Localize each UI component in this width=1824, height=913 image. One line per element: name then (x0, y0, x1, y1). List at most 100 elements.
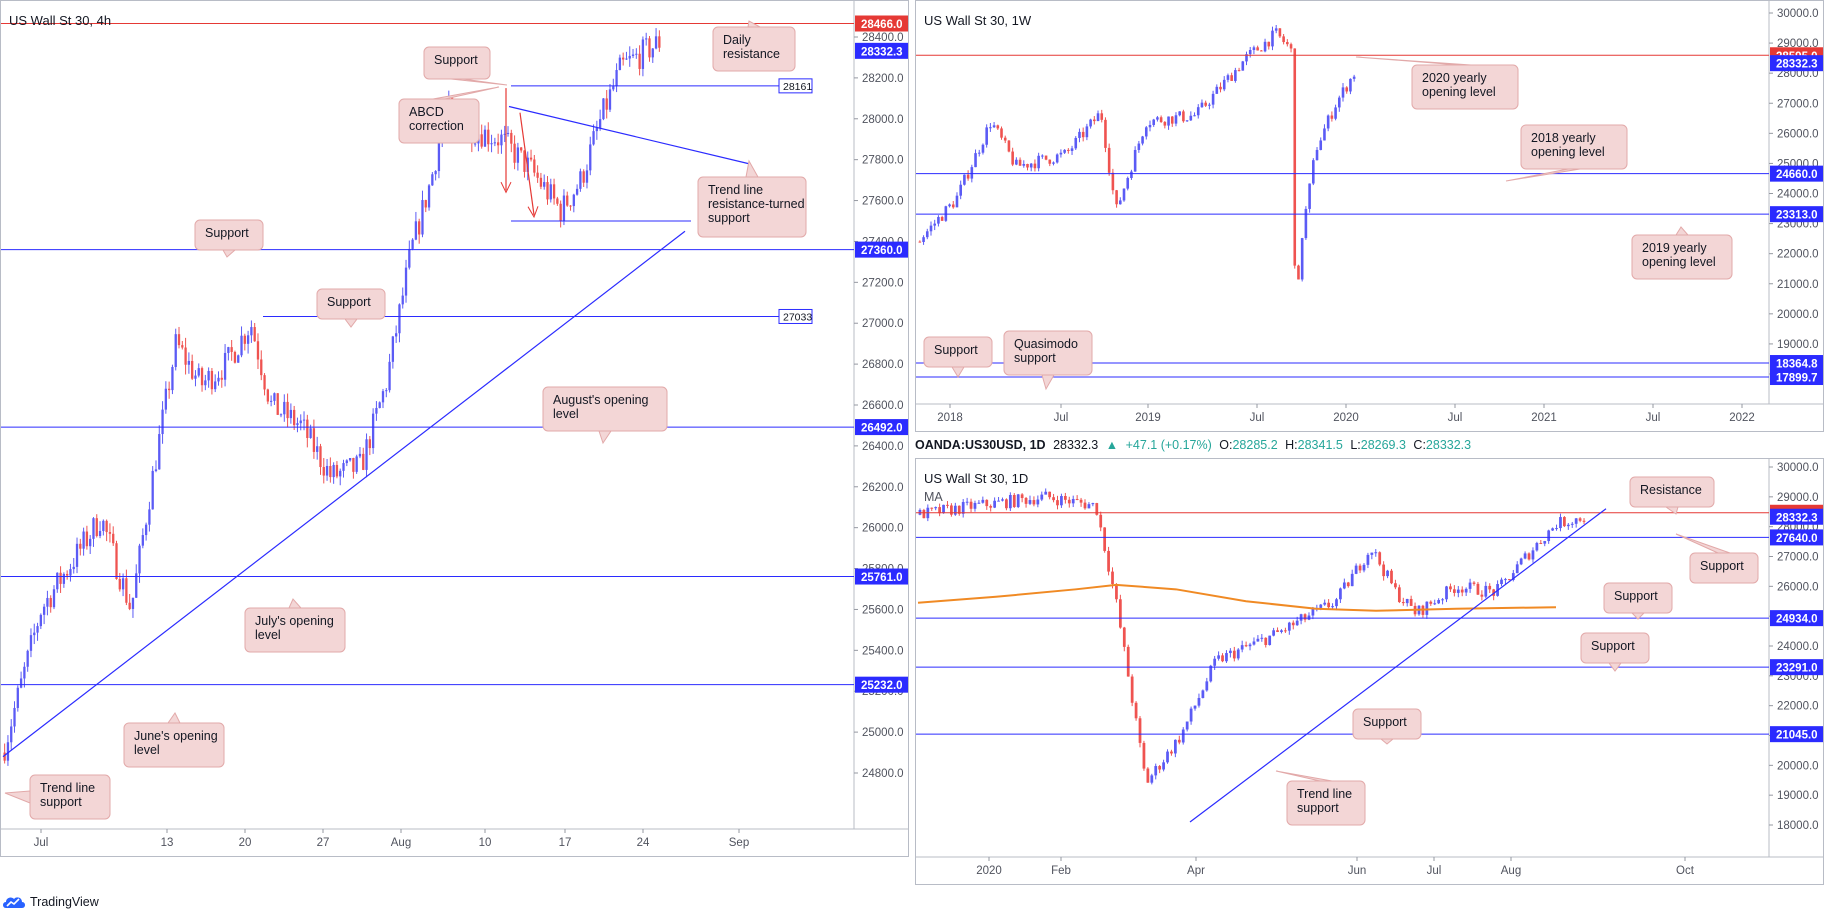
candle-body (362, 453, 365, 470)
cloud-logo-icon (3, 897, 25, 908)
candle-body (1425, 601, 1429, 615)
callout-text: opening level (1531, 145, 1605, 159)
price-tag (855, 15, 908, 32)
candle-body (1032, 500, 1036, 505)
price-tag-label: 24934.0 (1776, 614, 1818, 626)
y-tick-label: 27800.0 (862, 155, 904, 167)
callout-tail (1505, 168, 1581, 182)
candle-body (526, 157, 529, 172)
price-tag (855, 241, 908, 258)
candle-body (543, 182, 546, 187)
chart-daily-panel[interactable]: 18000.019000.020000.021000.022000.023000… (915, 458, 1824, 885)
candle-body (1174, 115, 1178, 124)
y-tick-label: 19000.0 (1777, 790, 1819, 802)
candle-body (1263, 41, 1267, 52)
x-tick-label: 2020 (1333, 412, 1359, 424)
chart-weekly-svg[interactable]: 18000.019000.020000.021000.022000.023000… (916, 1, 1824, 432)
candle-body (118, 579, 121, 590)
candle-body (1445, 586, 1448, 600)
candle-body (1152, 119, 1156, 125)
callout-fill (1354, 710, 1420, 738)
candle-body (981, 499, 985, 503)
candle-body (1284, 630, 1287, 632)
candle-body (421, 200, 424, 235)
candle-body (1268, 635, 1272, 645)
candle-body (1029, 163, 1033, 168)
candle-body (164, 388, 168, 410)
candle-body (1048, 491, 1052, 498)
chart-4h-panel[interactable]: 24800.025000.025200.025400.025600.025800… (0, 0, 909, 857)
candle-body (1291, 622, 1295, 626)
y-tick-label: 26000.0 (1777, 581, 1819, 593)
candle-body (427, 185, 431, 208)
candle-body (1350, 573, 1354, 587)
candle-body (184, 347, 187, 365)
candle-body (500, 134, 503, 146)
candle-body (552, 184, 556, 199)
x-tick-label: 2022 (1729, 412, 1755, 424)
y-tick-label: 28200.0 (862, 73, 904, 85)
candle-body (1240, 645, 1244, 650)
candle-body (605, 98, 608, 110)
callout-support-left: Support (194, 219, 264, 258)
candle-body (1026, 163, 1029, 168)
x-tick-label: Jul (1054, 412, 1069, 424)
candle-body (1515, 564, 1519, 574)
candle-body (977, 152, 981, 154)
candle-body (997, 500, 1000, 502)
candle-body (1170, 751, 1173, 754)
candle-body (1100, 113, 1104, 120)
candle-body (1134, 702, 1138, 719)
chart-title: US Wall St 30, 1D (924, 471, 1028, 486)
candles (3, 28, 661, 766)
callout-tail (598, 430, 612, 445)
chart-daily-svg[interactable]: 18000.019000.020000.021000.022000.023000… (916, 459, 1824, 885)
candle-body (1079, 499, 1083, 503)
candle-body (1221, 655, 1224, 662)
chart-weekly-panel[interactable]: 18000.019000.020000.021000.022000.023000… (915, 0, 1824, 432)
candle-body (102, 520, 105, 531)
candle-body (1074, 137, 1078, 149)
price-tag-label: 28332.3 (1776, 59, 1818, 71)
candle-body (125, 578, 128, 603)
candle-body (273, 393, 276, 401)
candle-body (167, 388, 171, 391)
candle-body (1056, 500, 1059, 506)
callout-text: Support (1700, 559, 1744, 573)
candle-body (1182, 111, 1185, 122)
y-tick-label: 27000.0 (1777, 552, 1819, 564)
price-tag-label: 17899.7 (1776, 373, 1818, 385)
candle-body (29, 635, 33, 651)
callout-text: 2018 yearly (1531, 131, 1596, 145)
callout-tail (288, 598, 303, 609)
candle-body (1048, 159, 1052, 164)
price-tag (855, 568, 908, 585)
tradingview-logo[interactable]: TradingView (2, 893, 99, 911)
candle-body (79, 543, 82, 549)
callout-text: Quasimodo (1014, 337, 1078, 351)
candle-body (1044, 155, 1048, 160)
candle-body (559, 203, 562, 222)
callout-fill (1413, 66, 1517, 108)
callout-fill (699, 178, 805, 236)
callout-text: Daily (723, 33, 752, 47)
candle-body (378, 402, 381, 408)
callout-text: resistance (723, 47, 780, 61)
candle-body (217, 377, 220, 382)
x-tick-label: Jul (1646, 412, 1661, 424)
candle-body (98, 530, 102, 537)
candle-body (39, 614, 42, 627)
candle-body (1352, 76, 1356, 79)
candle-body (598, 119, 602, 128)
candle-body (411, 239, 414, 249)
candle-body (648, 38, 651, 58)
candle-body (158, 434, 161, 470)
candle-body (381, 391, 385, 403)
candle-body (263, 375, 266, 390)
candle-body (625, 58, 628, 60)
candle-body (1141, 136, 1144, 144)
chart-4h-svg[interactable]: 24800.025000.025200.025400.025600.025800… (1, 1, 909, 857)
